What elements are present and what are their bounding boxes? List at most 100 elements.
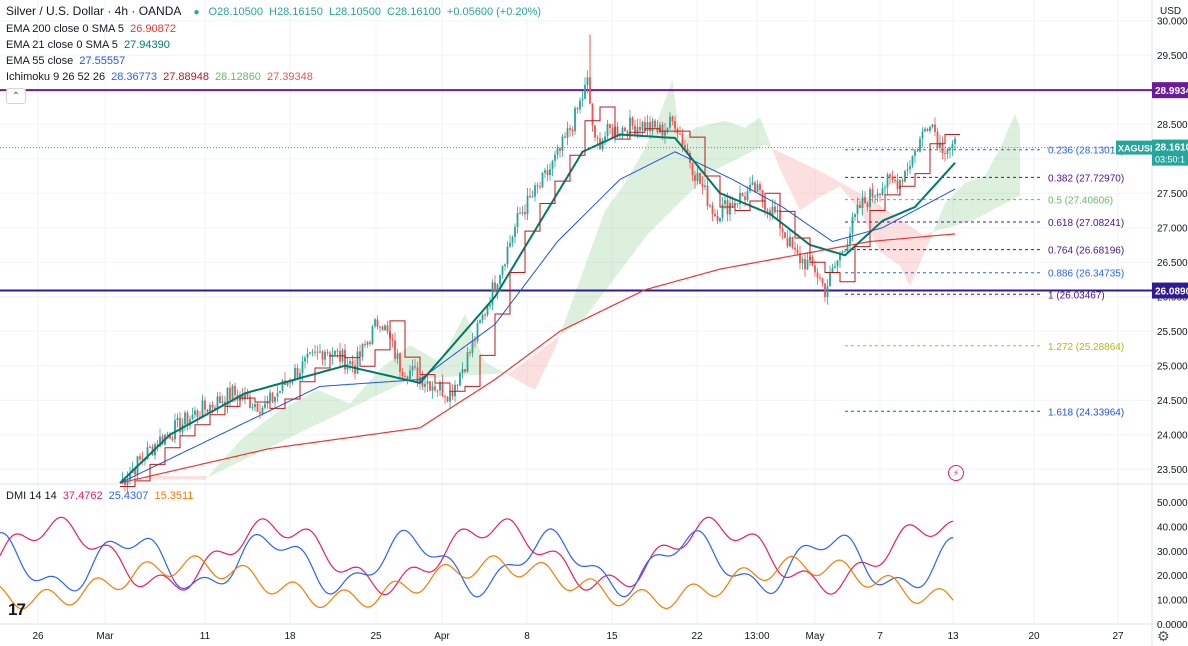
candle-body: [666, 127, 669, 131]
ema55-legend[interactable]: EMA 55 close 27.55557: [6, 54, 128, 69]
price-tick-label: 30.0000: [1157, 17, 1188, 28]
candle-body: [556, 148, 559, 155]
ichimoku-cloud-segment: [815, 168, 818, 201]
candle-body: [874, 196, 876, 198]
ema21-legend[interactable]: EMA 21 close 0 SMA 5 27.94390: [6, 38, 173, 53]
candle-body: [779, 210, 781, 229]
candle-body: [516, 212, 519, 227]
ichimoku-cloud-segment: [202, 476, 205, 480]
candle-body: [471, 340, 474, 353]
ichimoku-cloud-segment: [222, 457, 225, 471]
candle-body: [159, 436, 161, 447]
candle-body: [179, 417, 181, 433]
candle-body: [539, 186, 541, 188]
ichimoku-cloud-segment: [932, 227, 935, 234]
currency-label[interactable]: USD: [1160, 6, 1182, 17]
candle-body: [826, 286, 829, 298]
ichimoku-cloud-segment: [315, 389, 318, 426]
ichimoku-cloud-segment: [830, 176, 833, 192]
ichimoku-cloud-segment: [695, 127, 698, 188]
candle-body: [641, 122, 644, 131]
ichimoku-cloud-segment: [877, 203, 880, 252]
ichimoku-cloud-segment: [460, 318, 463, 377]
ichimoku-cloud-segment: [240, 438, 243, 462]
ichimoku-cloud-segment: [225, 454, 228, 469]
ichimoku-cloud-segment: [727, 121, 730, 164]
candle-body: [426, 381, 429, 384]
lightning-icon[interactable]: ⚡: [948, 465, 964, 481]
ichimoku-cloud-segment: [627, 174, 630, 262]
candle-body: [169, 434, 171, 439]
fib-level-label: 0.382 (27.72970): [1048, 173, 1124, 184]
candle-body: [649, 122, 651, 132]
dmi-legend[interactable]: DMI 14 14 37.4762 25.4307 15.3511: [6, 489, 196, 504]
candle-body: [829, 271, 831, 287]
candle-body: [891, 176, 894, 180]
ichimoku-cloud-segment: [372, 374, 375, 398]
ichimoku-cloud-segment: [367, 380, 370, 401]
candle-body: [771, 206, 774, 215]
candle-body: [691, 162, 694, 176]
ichimoku-cloud-segment: [662, 100, 665, 220]
ichimoku-cloud-segment: [250, 430, 253, 457]
candle-body: [754, 182, 756, 193]
ichimoku-cloud-segment: [440, 357, 443, 378]
ichimoku-cloud-segment: [825, 173, 828, 195]
ichimoku-cloud-segment: [635, 161, 638, 252]
ichimoku-cloud-segment: [812, 167, 815, 202]
candle-body: [569, 128, 571, 130]
candle-body: [914, 150, 916, 156]
candle-body: [221, 401, 224, 404]
ichimoku-cloud-segment: [837, 180, 840, 188]
candle-body: [596, 137, 599, 139]
ichimoku-cloud-segment: [605, 207, 608, 291]
ichimoku-legend[interactable]: Ichimoku 9 26 52 26 28.36773 27.88948 28…: [6, 70, 316, 85]
candle-body: [321, 351, 324, 360]
ema200-label: EMA 200 close 0 SMA 5: [6, 23, 125, 35]
ichimoku-cloud-segment: [532, 354, 535, 390]
gear-icon[interactable]: ⚙: [1157, 628, 1170, 644]
ichimoku-cloud-segment: [470, 326, 473, 376]
ichimoku-cloud-segment: [772, 148, 775, 157]
ichimoku-cloud-segment: [322, 391, 325, 422]
ichimoku-cloud-segment: [420, 350, 423, 379]
candle-body: [189, 419, 191, 426]
ema200-legend[interactable]: EMA 200 close 0 SMA 5 26.90872: [6, 22, 179, 37]
candle-body: [946, 150, 949, 154]
ichimoku-cloud-segment: [525, 359, 528, 386]
candle-body: [209, 404, 211, 413]
symbol-title[interactable]: Silver / U.S. Dollar · 4h · OANDA: [6, 4, 182, 18]
candle-body: [406, 376, 409, 380]
ichimoku-cloud-segment: [237, 440, 240, 463]
ichimoku-cloud-segment: [1002, 136, 1005, 205]
price-tick-label: 23.5000: [1157, 465, 1188, 476]
candle-body: [396, 353, 399, 359]
candle-body: [364, 344, 366, 346]
ichimoku-cloud-segment: [552, 339, 555, 354]
collapse-legend-button[interactable]: ⌃: [6, 88, 26, 104]
candle-body: [304, 357, 306, 362]
candle-body: [729, 202, 731, 215]
ichimoku-cloud-segment: [162, 476, 165, 480]
candle-body: [194, 410, 196, 415]
candle-body: [261, 407, 264, 414]
candle-body: [661, 124, 664, 136]
ichimoku-cloud-segment: [155, 476, 158, 480]
ichimoku-cloud-segment: [557, 334, 560, 342]
ichimoku-cloud-segment: [800, 161, 803, 211]
candle-body: [149, 446, 151, 448]
candle-body: [664, 130, 666, 136]
ichimoku-cloud-segment: [895, 215, 898, 264]
ichimoku-cloud-segment: [602, 210, 605, 295]
candle-body: [291, 380, 294, 383]
ichimoku-cloud-segment: [950, 195, 953, 228]
dmi-adx-line: [0, 555, 954, 610]
level-price-label: 26.0890: [1155, 287, 1188, 298]
ichimoku-cloud-segment: [560, 327, 563, 336]
ichimoku-cloud-segment: [247, 432, 250, 458]
ichimoku-cloud-segment: [175, 476, 178, 480]
ichimoku-cloud-segment: [510, 370, 513, 378]
candle-body: [769, 210, 771, 215]
ichimoku-cloud-segment: [990, 162, 993, 212]
